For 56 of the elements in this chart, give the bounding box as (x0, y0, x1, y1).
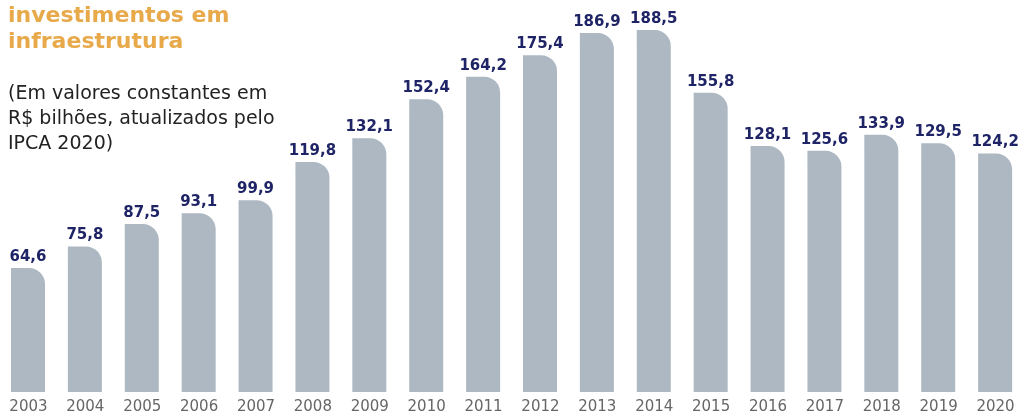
data-label: 155,8 (686, 71, 735, 90)
data-label: 64,6 (9, 246, 47, 265)
bar (295, 161, 330, 392)
data-label: 132,1 (345, 117, 394, 136)
data-label: 175,4 (516, 34, 564, 53)
x-tick-label: 2005 (123, 396, 162, 415)
data-label: 133,9 (857, 113, 906, 132)
bar (67, 246, 102, 392)
x-tick-label: 2006 (180, 396, 219, 415)
bar (978, 153, 1013, 392)
bar (864, 134, 899, 392)
data-label: 119,8 (288, 140, 337, 159)
x-tick-label: 2013 (578, 396, 617, 415)
bar (636, 30, 671, 392)
x-tick-label: 2017 (805, 396, 844, 415)
data-label: 99,9 (237, 179, 275, 198)
x-tick-label: 2009 (350, 396, 389, 415)
x-tick-label: 2014 (635, 396, 674, 415)
data-label: 152,4 (402, 78, 450, 97)
chart-title: investimentos em infraestrutura (8, 2, 231, 54)
bar (921, 143, 956, 392)
data-label: 129,5 (914, 122, 962, 141)
data-label: 128,1 (743, 124, 792, 143)
data-label: 124,2 (971, 132, 1019, 151)
bar (238, 200, 273, 392)
x-tick-label: 2011 (464, 396, 503, 415)
bar (124, 223, 159, 392)
x-tick-label: 2019 (919, 396, 958, 415)
data-label: 75,8 (66, 225, 104, 244)
x-tick-label: 2020 (976, 396, 1015, 415)
x-tick-label: 2003 (9, 396, 48, 415)
bar (466, 76, 501, 392)
x-tick-label: 2018 (862, 396, 901, 415)
bar (579, 33, 614, 392)
bar (409, 99, 444, 392)
x-tick-label: 2010 (407, 396, 446, 415)
bar (352, 138, 387, 392)
data-label: 87,5 (123, 202, 161, 221)
data-label: 125,6 (800, 129, 849, 148)
bar (181, 213, 216, 392)
bar (523, 55, 557, 392)
bar (693, 92, 728, 392)
x-tick-label: 2008 (293, 396, 332, 415)
data-label: 186,9 (573, 12, 621, 31)
x-tick-label: 2012 (521, 396, 560, 415)
x-tick-label: 2004 (66, 396, 105, 415)
x-tick-label: 2007 (236, 396, 276, 415)
text: (Em valores constantes em R$ bilhões, atualizados pelo IPCA 2020) (8, 81, 275, 153)
bar (750, 145, 785, 392)
bar (11, 267, 45, 392)
data-label: 93,1 (180, 192, 218, 211)
bar (807, 150, 842, 392)
data-label: 188,5 (630, 9, 678, 27)
x-tick-label: 2015 (692, 396, 731, 415)
x-tick-label: 2016 (748, 396, 788, 415)
data-label: 164,2 (459, 55, 507, 74)
